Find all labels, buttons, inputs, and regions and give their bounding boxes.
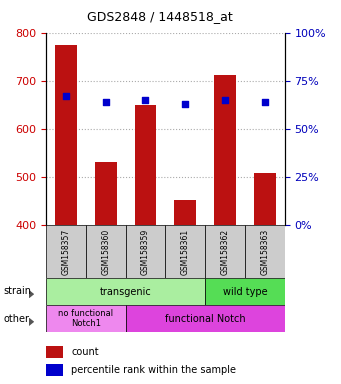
Point xyxy=(262,99,268,105)
Text: GSM158357: GSM158357 xyxy=(61,228,71,275)
Bar xyxy=(245,225,285,278)
Bar xyxy=(125,225,165,278)
Point xyxy=(182,101,188,107)
Bar xyxy=(205,225,245,278)
Bar xyxy=(95,162,117,225)
Point xyxy=(143,97,148,103)
Bar xyxy=(55,45,77,225)
Bar xyxy=(165,225,205,278)
Text: functional Notch: functional Notch xyxy=(165,314,246,324)
Text: transgenic: transgenic xyxy=(100,287,151,297)
Bar xyxy=(46,346,63,358)
Text: GDS2848 / 1448518_at: GDS2848 / 1448518_at xyxy=(87,10,233,23)
Bar xyxy=(125,305,285,332)
Point xyxy=(63,93,69,99)
Point xyxy=(103,99,108,105)
Text: wild type: wild type xyxy=(223,287,267,297)
Text: count: count xyxy=(71,347,99,357)
Bar xyxy=(135,105,157,225)
Bar xyxy=(46,225,86,278)
Polygon shape xyxy=(29,318,34,326)
Bar xyxy=(46,278,205,305)
Bar xyxy=(86,225,125,278)
Text: GSM158362: GSM158362 xyxy=(221,228,229,275)
Text: GSM158363: GSM158363 xyxy=(260,228,269,275)
Text: other: other xyxy=(3,314,29,324)
Bar xyxy=(174,200,196,225)
Polygon shape xyxy=(29,290,34,298)
Text: no functional
Notch1: no functional Notch1 xyxy=(58,309,113,328)
Point xyxy=(222,97,228,103)
Bar xyxy=(214,75,236,225)
Text: GSM158360: GSM158360 xyxy=(101,228,110,275)
Text: GSM158359: GSM158359 xyxy=(141,228,150,275)
Bar xyxy=(205,278,285,305)
Bar xyxy=(254,173,276,225)
Bar xyxy=(46,305,125,332)
Text: percentile rank within the sample: percentile rank within the sample xyxy=(71,365,236,375)
Text: GSM158361: GSM158361 xyxy=(181,228,190,275)
Bar xyxy=(46,364,63,376)
Text: strain: strain xyxy=(3,286,31,296)
